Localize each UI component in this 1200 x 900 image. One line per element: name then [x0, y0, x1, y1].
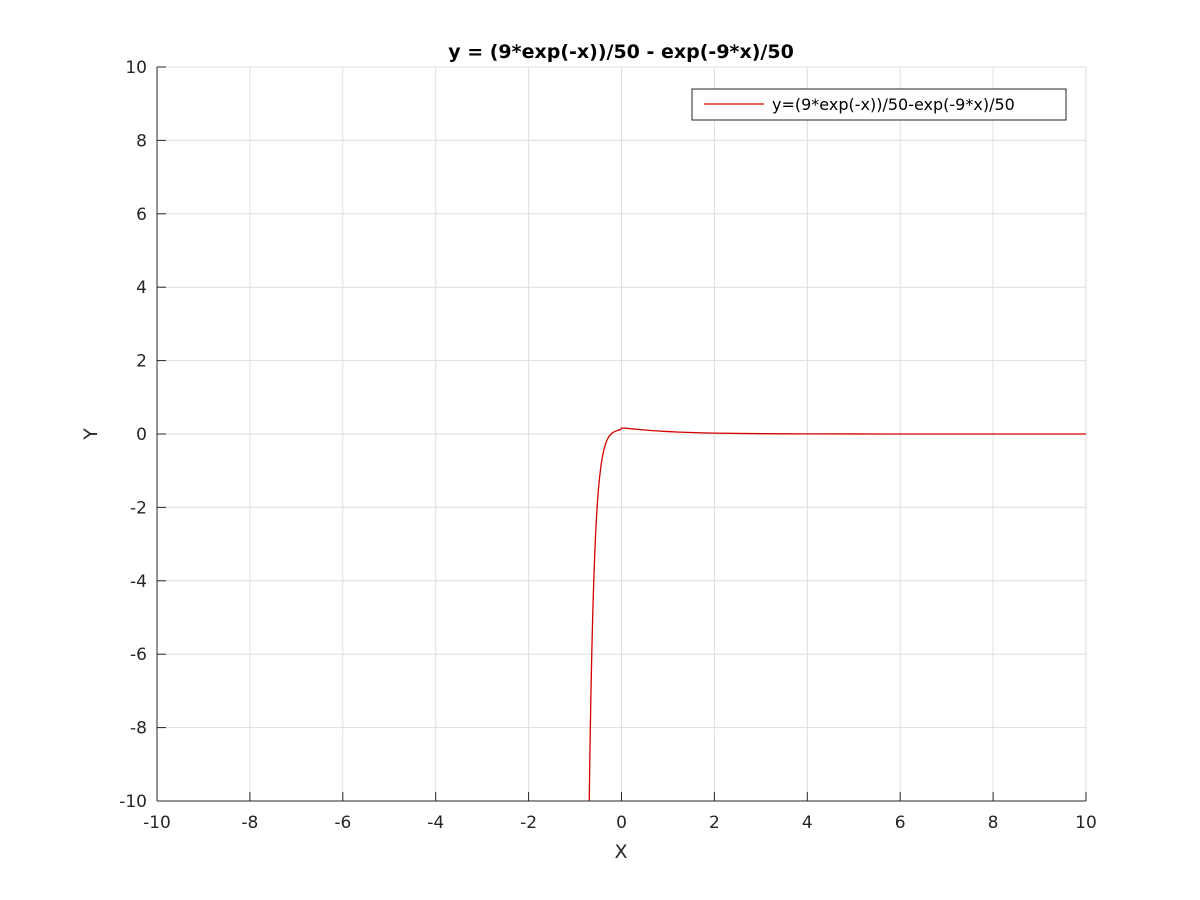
y-tick-label: -4 [130, 572, 147, 592]
x-tick-label: 4 [802, 813, 813, 833]
y-tick-label: 8 [136, 131, 147, 151]
x-tick-label: 10 [1075, 813, 1097, 833]
y-tick-label: -10 [119, 792, 147, 812]
y-tick-label: 6 [136, 205, 147, 225]
chart-title: y = (9*exp(-x))/50 - exp(-9*x)/50 [448, 41, 794, 63]
y-tick-label: -6 [130, 645, 147, 665]
y-tick-label: 10 [125, 58, 147, 78]
legend-label: y=(9*exp(-x))/50-exp(-9*x)/50 [772, 95, 1015, 114]
legend: y=(9*exp(-x))/50-exp(-9*x)/50 [691, 88, 1067, 121]
x-tick-label: 2 [709, 813, 720, 833]
x-tick-label: 0 [616, 813, 627, 833]
y-tick-label: 4 [136, 278, 147, 298]
series-line-0 [588, 427, 1086, 801]
x-axis-label: X [614, 841, 627, 863]
x-tick-label: -8 [241, 813, 258, 833]
series-lines [588, 427, 1086, 801]
x-tick-label: -6 [334, 813, 351, 833]
y-axis-label: Y [80, 428, 102, 441]
y-tick-label: 2 [136, 352, 147, 372]
x-tick-label: 6 [895, 813, 906, 833]
x-tick-label: -2 [520, 813, 537, 833]
x-tick-label: -10 [143, 813, 171, 833]
x-tick-label: 8 [988, 813, 999, 833]
y-tick-label: -2 [130, 498, 147, 518]
y-tick-label: 0 [136, 425, 147, 445]
y-tick-labels: -10 -8 -6 -4 -2 0 2 4 6 8 10 [119, 58, 147, 812]
y-tick-label: -8 [130, 719, 147, 739]
x-tick-labels: -10 -8 -6 -4 -2 0 2 4 6 8 10 [143, 813, 1097, 833]
axes [156, 66, 1087, 802]
x-tick-label: -4 [427, 813, 444, 833]
